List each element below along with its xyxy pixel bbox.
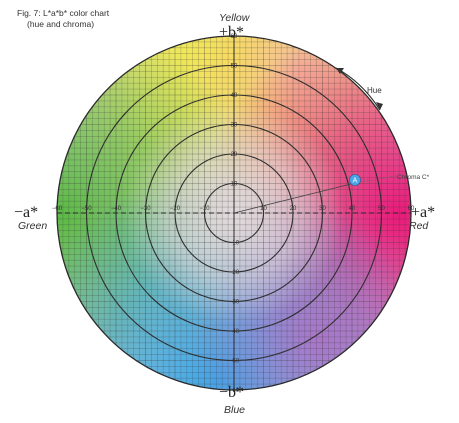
tick-label: 10 bbox=[231, 182, 238, 188]
tick-label: 30 bbox=[231, 123, 238, 129]
minus-a-label: −a* bbox=[14, 204, 39, 221]
tick-label: −50 bbox=[81, 206, 92, 212]
tick-label: −60 bbox=[229, 388, 240, 394]
yellow-name: Yellow bbox=[219, 12, 250, 24]
tick-label: 20 bbox=[231, 152, 238, 158]
tick-label: 60 bbox=[408, 206, 415, 212]
tick-label: 40 bbox=[349, 206, 356, 212]
plus-a-label: +a* bbox=[411, 204, 436, 221]
tick-label: −40 bbox=[229, 329, 240, 335]
blue-label: Blue bbox=[224, 404, 246, 416]
figure-title-line1: Fig. 7: L*a*b* color chart bbox=[17, 8, 110, 18]
plus-b-label: +b* bbox=[219, 24, 245, 41]
tick-label: −30 bbox=[140, 206, 151, 212]
tick-label: −50 bbox=[229, 359, 240, 365]
tick-label: −40 bbox=[111, 206, 122, 212]
tick-label: −20 bbox=[170, 206, 181, 212]
minus-b-label: −b* bbox=[219, 384, 245, 401]
figure-title: Fig. 7: L*a*b* color chart (hue and chro… bbox=[17, 8, 109, 30]
tick-label: 20 bbox=[290, 206, 297, 212]
tick-label: 50 bbox=[231, 64, 238, 70]
tick-label: −30 bbox=[229, 300, 240, 306]
tick-label: 10 bbox=[260, 206, 267, 212]
tick-label: 30 bbox=[319, 206, 326, 212]
hue-label: Hue bbox=[367, 86, 382, 95]
chroma-line bbox=[233, 182, 356, 214]
chroma-label: Chroma C* bbox=[397, 174, 430, 181]
yellow-label: Yellow bbox=[219, 12, 249, 24]
tick-label: −20 bbox=[229, 270, 240, 276]
sample-marker-label: A bbox=[353, 178, 358, 185]
tick-label: 50 bbox=[378, 206, 385, 212]
tick-label: 60 bbox=[231, 34, 238, 40]
color-disc bbox=[57, 36, 411, 390]
tick-label: −60 bbox=[52, 206, 63, 212]
sample-marker bbox=[349, 174, 361, 186]
tick-label: 40 bbox=[231, 93, 238, 99]
green-label: Green bbox=[18, 220, 48, 232]
hue-arrow-head-start bbox=[336, 68, 344, 74]
red-label: Red bbox=[409, 220, 429, 232]
figure-title-line2: (hue and chroma) bbox=[27, 19, 95, 29]
tick-labels: 60 50 40 30 20 10 −10 −20 −30 −40 −50 −60 10 20 30 40 50… bbox=[52, 34, 415, 394]
hue-arrow-head-end bbox=[376, 102, 383, 110]
tick-label: −10 bbox=[199, 206, 210, 212]
tick-label: −10 bbox=[229, 241, 240, 247]
chroma-line-extension bbox=[354, 175, 397, 184]
